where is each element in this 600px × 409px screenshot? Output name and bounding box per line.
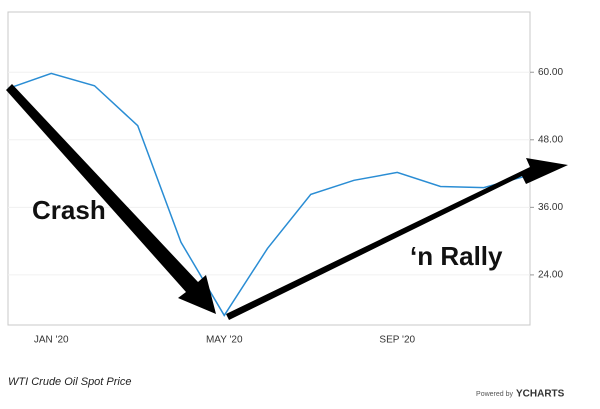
y-tick-label: 60.00 xyxy=(538,67,563,78)
y-tick-label: 24.00 xyxy=(538,270,563,281)
grid xyxy=(8,71,530,276)
annotation: Crash xyxy=(32,195,106,225)
footer-brand: YCHARTS xyxy=(516,389,565,400)
series xyxy=(7,72,528,317)
x-tick-label: JAN '20 xyxy=(34,335,69,346)
y-tick-label: 36.00 xyxy=(538,202,563,213)
footer-powered: Powered by xyxy=(476,391,513,398)
x-tick-label: SEP '20 xyxy=(379,335,415,346)
y-tick-label: 48.00 xyxy=(538,134,563,145)
rally-arrow xyxy=(226,158,568,320)
annotation: ‘n Rally xyxy=(410,241,503,271)
crash-arrow xyxy=(6,84,216,314)
x-tick-label: MAY '20 xyxy=(206,335,243,346)
line xyxy=(7,72,528,317)
footer-title: WTI Crude Oil Spot Price xyxy=(8,376,131,388)
